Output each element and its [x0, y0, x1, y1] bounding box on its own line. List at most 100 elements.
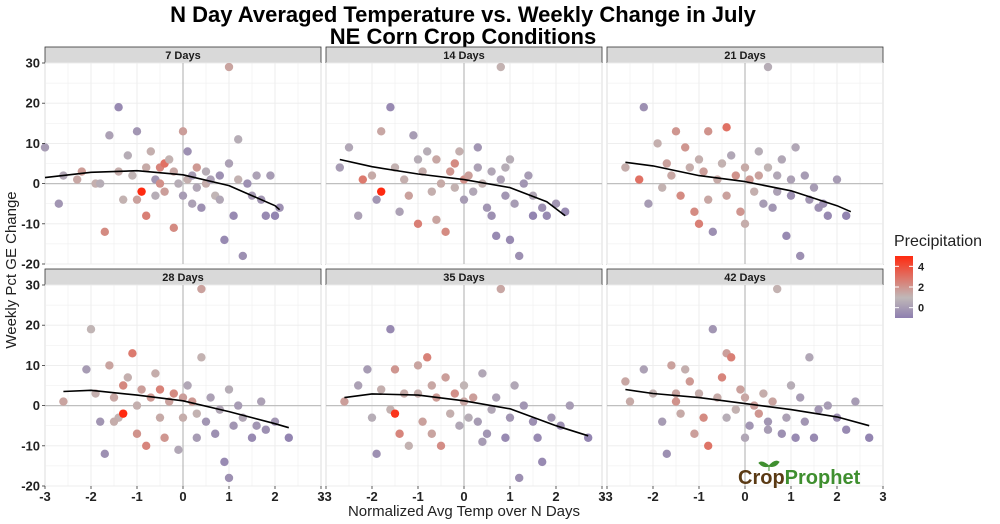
data-point	[538, 457, 547, 467]
x-tick-label: 1	[225, 489, 232, 504]
y-tick-label: -10	[21, 216, 40, 231]
data-point	[215, 171, 224, 180]
data-point	[270, 211, 280, 220]
data-point	[128, 171, 137, 180]
data-point	[96, 179, 105, 188]
data-point	[142, 163, 151, 172]
data-point	[450, 183, 459, 192]
data-point	[123, 373, 132, 382]
x-axis-title: Normalized Avg Temp over N Days	[348, 503, 580, 520]
legend-tick-label: 2	[918, 282, 924, 294]
data-point	[528, 417, 538, 426]
data-point	[722, 123, 731, 132]
data-point	[805, 353, 814, 362]
y-tick-label: 30	[26, 56, 40, 71]
data-point	[745, 421, 754, 430]
data-point	[473, 163, 482, 172]
facet-panel: 14 Days	[325, 46, 603, 265]
data-point	[155, 179, 165, 188]
data-point	[736, 207, 745, 216]
data-point	[519, 179, 528, 188]
data-point	[340, 397, 349, 406]
data-point	[174, 445, 183, 455]
data-point	[234, 135, 243, 144]
data-point	[386, 325, 395, 334]
data-point	[791, 143, 800, 152]
data-point	[740, 393, 750, 402]
data-point	[754, 409, 763, 418]
data-point	[201, 417, 211, 426]
data-point	[708, 325, 717, 334]
trend-line	[344, 393, 589, 437]
data-point	[658, 183, 667, 192]
data-point	[676, 409, 685, 418]
x-tick-label: -1	[131, 489, 143, 504]
data-point	[487, 405, 496, 414]
y-tick-label: 30	[26, 278, 40, 293]
data-point	[220, 457, 229, 467]
data-point	[247, 433, 257, 442]
data-point	[681, 143, 690, 152]
data-point	[142, 211, 151, 220]
data-point	[82, 365, 91, 374]
data-point	[464, 413, 473, 422]
cropprophet-logo: CropProphet	[738, 460, 861, 489]
data-point	[777, 429, 786, 438]
data-point	[400, 389, 409, 398]
data-point	[335, 163, 344, 172]
data-point	[40, 143, 50, 152]
data-point	[763, 163, 773, 172]
data-point	[727, 151, 736, 160]
data-point	[413, 389, 423, 398]
x-tick-label: -2	[85, 489, 97, 504]
data-point	[105, 361, 114, 370]
data-point	[404, 191, 413, 200]
sprout-icon	[758, 460, 780, 471]
data-point	[662, 449, 671, 459]
data-point	[809, 433, 819, 442]
data-point	[653, 139, 662, 148]
data-point	[782, 413, 791, 422]
data-point	[717, 373, 727, 382]
data-point	[750, 187, 759, 196]
data-point	[773, 284, 782, 294]
data-point	[59, 397, 68, 406]
data-point	[759, 199, 768, 208]
data-point	[528, 211, 538, 220]
data-point	[777, 155, 786, 164]
data-point	[505, 155, 515, 164]
data-point	[496, 62, 505, 72]
x-tick-label: -2	[366, 489, 378, 504]
data-point	[505, 413, 515, 422]
data-point	[763, 62, 773, 72]
data-point	[786, 175, 796, 184]
data-point	[681, 365, 690, 374]
data-point	[201, 167, 211, 176]
x-tick-label: 1	[506, 489, 513, 504]
data-point	[215, 195, 224, 204]
data-point	[128, 349, 137, 358]
data-point	[722, 413, 731, 422]
data-point	[229, 421, 238, 430]
data-point	[432, 215, 441, 224]
data-point	[699, 167, 708, 176]
data-point	[155, 385, 165, 394]
data-point	[183, 381, 192, 390]
data-point	[441, 373, 450, 382]
data-point	[773, 171, 782, 180]
data-point	[178, 127, 188, 136]
data-point	[100, 227, 110, 237]
data-point	[662, 159, 671, 168]
data-point	[169, 223, 178, 233]
facet-panel: 7 Days -20 -10 0 10 20 30	[21, 46, 322, 272]
data-point	[542, 211, 551, 220]
data-point	[165, 155, 174, 164]
x-tick-label: -2	[647, 489, 659, 504]
data-point	[234, 175, 243, 184]
data-point	[344, 143, 354, 152]
data-point	[796, 251, 805, 261]
data-point	[86, 325, 96, 334]
data-point	[671, 397, 681, 406]
x-tick-label: 2	[271, 489, 278, 504]
data-point	[469, 393, 478, 402]
